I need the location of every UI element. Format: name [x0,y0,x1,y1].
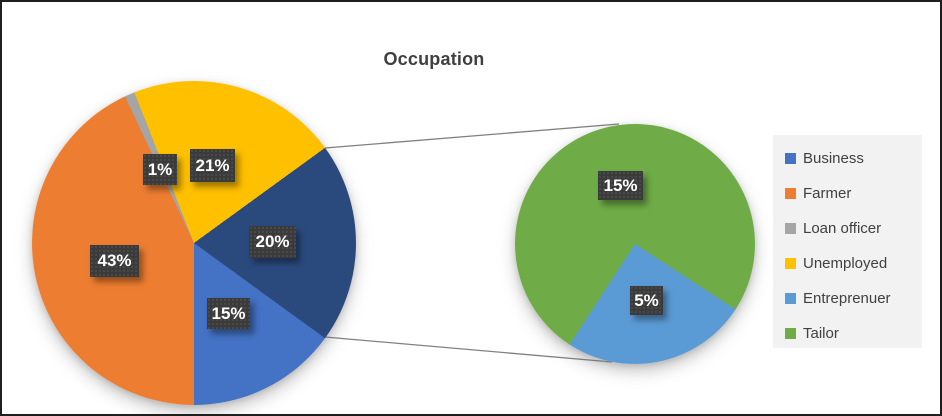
legend-item-entreprenuer: Entreprenuer [785,281,922,316]
legend-label: Farmer [803,185,852,202]
legend-swatch-farmer [785,188,796,199]
legend-swatch-loan-officer [785,223,796,234]
data-label-tailor: 15% [598,171,643,200]
main-pie [32,81,356,405]
legend-label: Business [803,150,864,167]
data-label-entreprenuer: 5% [630,286,663,315]
legend-swatch-entreprenuer [785,293,796,304]
connector-line-top [324,123,620,149]
legend-label: Entreprenuer [803,290,891,307]
legend-item-unemployed: Unemployed [785,246,922,281]
legend-item-business: Business [785,141,922,176]
data-label-farmer: 43% [90,245,139,277]
data-label-business: 15% [207,298,250,329]
chart-legend: Business Farmer Loan officer Unemployed … [773,135,922,348]
secondary-pie [515,124,755,364]
legend-swatch-tailor [785,328,796,339]
legend-item-farmer: Farmer [785,176,922,211]
legend-label: Unemployed [803,255,888,272]
data-label-unemployed: 21% [190,149,235,182]
data-label-other: 20% [249,226,296,258]
data-label-loan-officer: 1% [143,154,177,185]
legend-label: Tailor [803,325,839,342]
connector-line-bottom [324,336,613,363]
legend-item-loan-officer: Loan officer [785,211,922,246]
legend-item-tailor: Tailor [785,316,922,351]
legend-label: Loan officer [803,220,882,237]
legend-swatch-business [785,153,796,164]
chart-title: Occupation [383,49,485,69]
legend-swatch-unemployed [785,258,796,269]
